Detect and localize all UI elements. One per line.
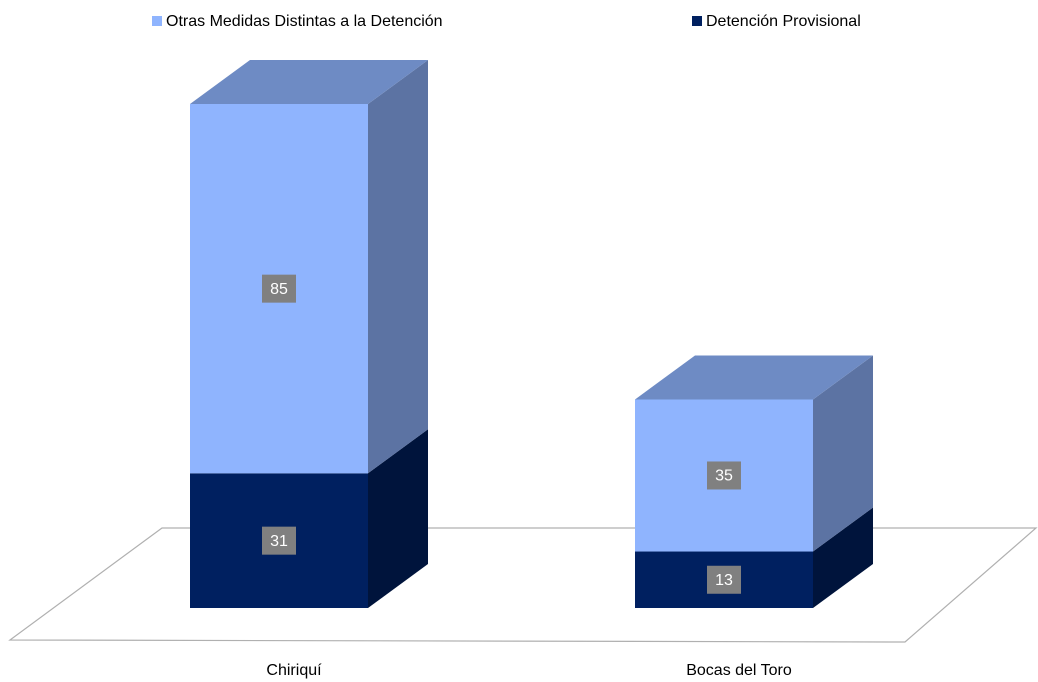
data-label-box: [262, 274, 296, 303]
data-label-box: [262, 526, 296, 555]
data-label-box: [707, 461, 741, 490]
data-label: 13: [715, 572, 733, 589]
bar-side: [813, 355, 873, 552]
bar-top: [190, 60, 428, 104]
bar-side: [368, 429, 428, 608]
bar-top: [635, 355, 873, 400]
data-label: 31: [270, 533, 288, 550]
bar-side: [368, 60, 428, 474]
floor: [8, 527, 1038, 643]
legend-label: Otras Medidas Distintas a la Detención: [166, 13, 443, 30]
legend-label: Detención Provisional: [706, 13, 861, 30]
data-label: 85: [270, 281, 288, 298]
legend-swatch: [152, 16, 162, 26]
data-label: 35: [715, 468, 733, 485]
x-tick-label: Chiriquí: [266, 662, 322, 679]
data-label-box: [707, 565, 741, 594]
bar-side: [813, 507, 873, 608]
legend-swatch: [692, 16, 702, 26]
x-tick-label: Bocas del Toro: [686, 662, 792, 679]
